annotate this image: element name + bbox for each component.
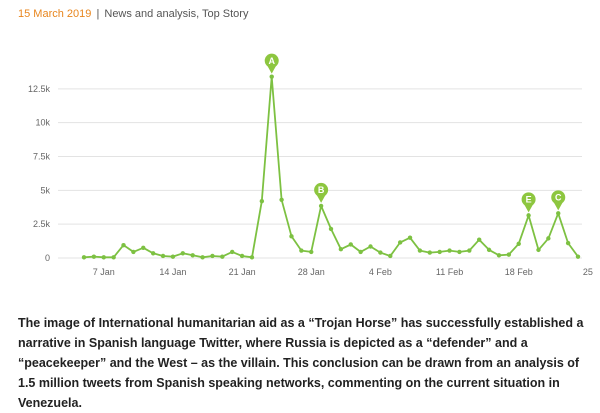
data-point[interactable] — [546, 236, 551, 241]
data-point[interactable] — [496, 253, 502, 258]
data-point[interactable] — [358, 249, 363, 255]
data-point[interactable] — [397, 240, 403, 245]
data-point[interactable] — [210, 253, 215, 259]
y-tick-label: 0 — [45, 253, 50, 263]
data-point[interactable] — [249, 255, 255, 260]
data-point[interactable] — [269, 74, 274, 79]
data-point[interactable] — [427, 250, 432, 255]
data-point[interactable] — [239, 253, 245, 259]
y-tick-label: 7.5k — [33, 152, 51, 162]
data-point[interactable] — [378, 250, 383, 255]
x-tick-label: 7 Jan — [93, 267, 115, 275]
data-point[interactable] — [259, 198, 265, 204]
data-point[interactable] — [437, 249, 442, 255]
data-point[interactable] — [318, 203, 324, 209]
annotation-label: E — [526, 195, 532, 205]
data-point[interactable] — [279, 197, 284, 203]
publish-date: 15 March 2019 — [18, 8, 92, 20]
annotation-pin-e[interactable]: E — [521, 192, 536, 213]
annotation-marker[interactable] — [264, 53, 279, 68]
x-tick-label: 25 — [583, 267, 593, 275]
data-point[interactable] — [190, 253, 195, 258]
y-tick-label: 10k — [35, 118, 50, 128]
data-points — [81, 74, 581, 260]
data-point[interactable] — [556, 211, 561, 216]
annotation-label: B — [318, 185, 325, 195]
data-point[interactable] — [338, 247, 344, 252]
data-point[interactable] — [180, 251, 185, 256]
data-point[interactable] — [101, 255, 106, 260]
data-point[interactable] — [81, 255, 87, 260]
data-point[interactable] — [477, 237, 482, 242]
data-point[interactable] — [348, 242, 353, 247]
article-categories[interactable]: News and analysis, Top Story — [104, 8, 249, 20]
data-point[interactable] — [575, 254, 581, 259]
annotation-pins: A B E C — [264, 53, 566, 213]
article-summary: The image of International humanitarian … — [18, 316, 584, 410]
data-point[interactable] — [160, 253, 166, 259]
tweet-volume-chart: 0 2.5k 5k 7.5k 10k 12.5k 7 Jan 14 Jan 21 Jan 28 … — [28, 53, 593, 275]
x-tick-label: 28 Jan — [298, 267, 325, 275]
y-tick-label: 2.5k — [33, 219, 51, 229]
data-point[interactable] — [417, 248, 423, 253]
annotation-pin-c[interactable]: C — [551, 190, 566, 211]
x-tick-label: 14 Jan — [159, 267, 186, 275]
data-point[interactable] — [447, 248, 452, 253]
data-point[interactable] — [299, 248, 304, 253]
y-tick-label: 12.5k — [28, 84, 51, 94]
y-axis: 0 2.5k 5k 7.5k 10k 12.5k — [28, 84, 51, 263]
x-axis: 7 Jan 14 Jan 21 Jan 28 Jan 4 Feb 11 Feb 18 Feb… — [93, 267, 593, 275]
data-point[interactable] — [289, 234, 294, 239]
data-point[interactable] — [309, 249, 314, 255]
y-tick-label: 5k — [40, 185, 50, 195]
data-point[interactable] — [486, 247, 492, 253]
data-point[interactable] — [170, 254, 176, 259]
data-point[interactable] — [467, 248, 472, 253]
article-meta: 15 March 2019 | News and analysis, Top S… — [18, 7, 248, 21]
x-tick-label: 18 Feb — [505, 267, 533, 275]
data-point[interactable] — [131, 249, 136, 255]
data-point[interactable] — [220, 254, 225, 259]
annotation-label: C — [555, 193, 562, 203]
data-point[interactable] — [536, 247, 541, 253]
x-tick-label: 21 Jan — [229, 267, 256, 275]
data-point[interactable] — [200, 255, 205, 260]
data-point[interactable] — [407, 235, 413, 240]
x-tick-label: 4 Feb — [369, 267, 392, 275]
meta-separator: | — [96, 8, 100, 20]
annotation-marker[interactable] — [551, 190, 566, 205]
annotation-pin-b[interactable]: B — [314, 182, 329, 203]
data-point[interactable] — [565, 240, 571, 246]
data-point[interactable] — [328, 226, 334, 232]
data-point[interactable] — [368, 244, 373, 249]
annotation-marker[interactable] — [314, 182, 329, 197]
x-tick-label: 11 Feb — [436, 267, 463, 275]
data-point[interactable] — [516, 241, 521, 246]
annotation-marker[interactable] — [521, 192, 536, 207]
data-point[interactable] — [91, 254, 97, 259]
data-point[interactable] — [121, 242, 126, 248]
data-point[interactable] — [388, 253, 393, 259]
data-point[interactable] — [141, 245, 146, 251]
data-point[interactable] — [230, 249, 235, 255]
data-point[interactable] — [526, 213, 531, 218]
data-point[interactable] — [506, 252, 512, 257]
chart-gridlines — [58, 88, 582, 259]
data-point[interactable] — [111, 255, 116, 260]
annotation-label: A — [268, 56, 275, 66]
annotation-pin-a[interactable]: A — [264, 53, 279, 74]
data-point[interactable] — [457, 249, 462, 255]
data-point[interactable] — [150, 251, 156, 256]
